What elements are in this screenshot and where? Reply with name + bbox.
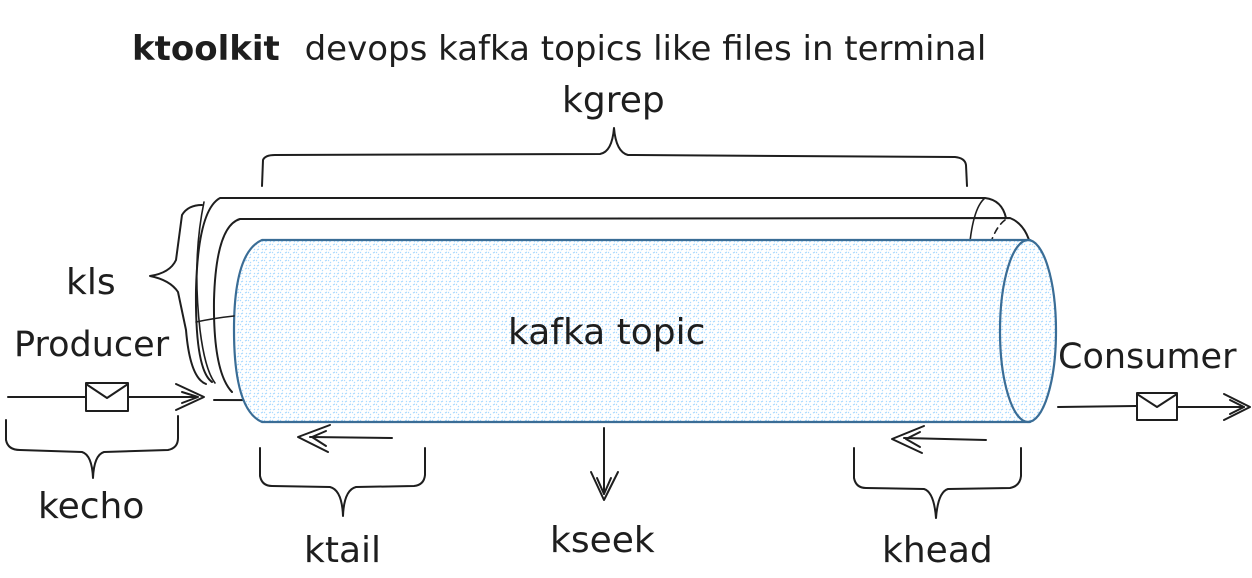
kecho-brace bbox=[5, 415, 179, 479]
arrow-icon bbox=[175, 383, 205, 411]
kafka-topic-cylinder bbox=[195, 238, 1058, 424]
producer-message-flow bbox=[7, 382, 205, 412]
arrow-icon bbox=[590, 471, 619, 501]
consumer-label: Consumer bbox=[1058, 337, 1237, 377]
ktail-arrow bbox=[297, 424, 393, 453]
kseek-label: kseek bbox=[550, 520, 655, 561]
khead-arrow bbox=[891, 425, 987, 454]
kls-label: kls bbox=[66, 262, 116, 303]
envelope-icon bbox=[85, 382, 129, 412]
kgrep-brace bbox=[261, 127, 968, 187]
ktail-label: ktail bbox=[304, 530, 381, 571]
arrow-icon bbox=[891, 425, 925, 454]
arrow-icon bbox=[297, 424, 331, 453]
kseek-arrow bbox=[590, 427, 619, 501]
consumer-message-flow bbox=[1057, 392, 1251, 421]
envelope-icon bbox=[1136, 392, 1178, 421]
khead-brace bbox=[853, 447, 1022, 519]
producer-label: Producer bbox=[14, 325, 170, 365]
ktail-brace bbox=[259, 447, 426, 517]
kgrep-label: kgrep bbox=[562, 80, 665, 121]
khead-label: khead bbox=[882, 530, 993, 571]
kafka-topic-label: kafka topic bbox=[508, 312, 705, 353]
kecho-label: kecho bbox=[38, 486, 144, 527]
title-rest: devops kafka topics like files in termin… bbox=[305, 29, 987, 69]
title-bold: ktoolkit bbox=[132, 29, 280, 69]
arrow-icon bbox=[1223, 393, 1251, 421]
diagram-title: ktoolkit devops kafka topics like files … bbox=[132, 29, 986, 69]
kls-brace bbox=[149, 204, 207, 385]
